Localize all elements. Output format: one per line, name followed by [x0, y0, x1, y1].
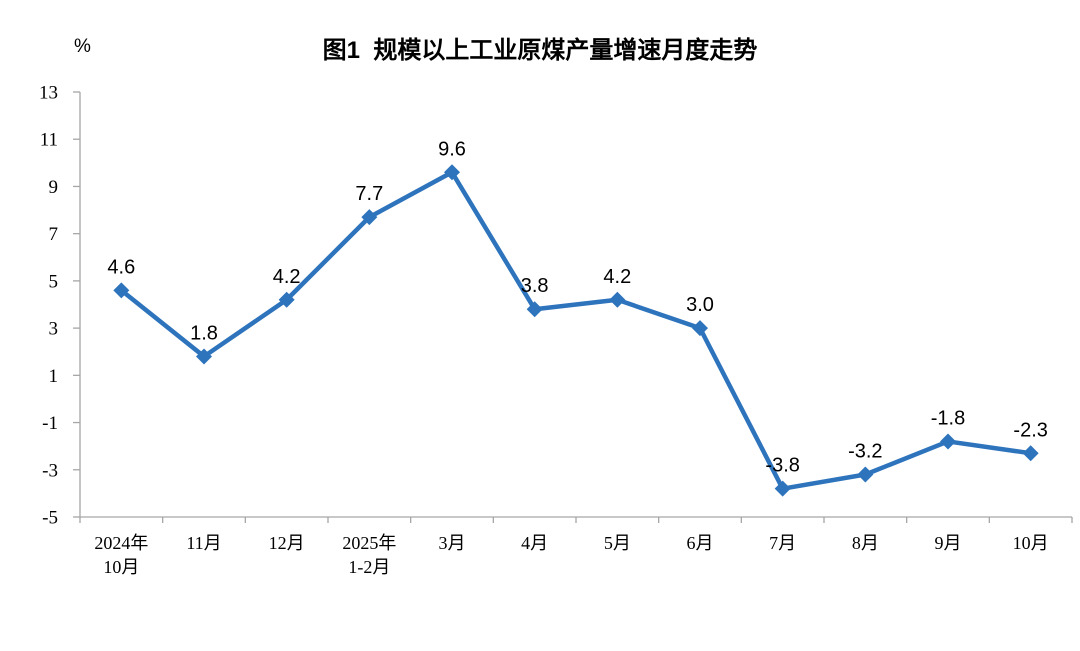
data-point-label: 7.7 — [355, 183, 383, 205]
data-point-marker — [692, 320, 708, 337]
data-point-marker — [526, 301, 543, 318]
y-tick-label: 9 — [49, 177, 59, 198]
data-point-label: -1.8 — [931, 407, 965, 429]
data-point-marker — [278, 291, 295, 308]
data-point-marker — [196, 348, 212, 365]
x-axis-label: 7月 — [769, 533, 796, 553]
x-axis-label: 4月 — [521, 533, 548, 553]
data-point-label: 4.2 — [273, 266, 301, 288]
series-line — [119, 170, 1033, 491]
y-tick-label: 3 — [49, 319, 59, 340]
x-axis-label: 9月 — [935, 533, 962, 553]
x-axis-label: 11月 — [186, 533, 221, 553]
x-axis-label: 5月 — [604, 533, 631, 553]
data-point-marker — [1022, 445, 1039, 462]
data-point-marker — [444, 164, 460, 181]
data-point-label: 4.6 — [107, 256, 135, 278]
x-axis-label: 6月 — [687, 533, 714, 553]
data-point-label: -2.3 — [1013, 419, 1047, 441]
data-point-label: -3.2 — [848, 441, 882, 463]
data-point-label: 1.8 — [190, 322, 218, 344]
y-tick-label: 5 — [49, 271, 59, 292]
data-point-marker — [940, 433, 956, 450]
chart-title: 图1 规模以上工业原煤产量增速月度走势 — [322, 37, 758, 64]
x-axis-label: 12月 — [269, 533, 305, 553]
data-point-marker — [609, 291, 626, 308]
x-axis-label: 3月 — [439, 533, 466, 553]
data-point-label: 4.2 — [603, 266, 631, 288]
x-axis-label: 10月 — [1013, 533, 1049, 553]
data-point-marker — [361, 209, 378, 226]
x-axis-label: 2025年 — [342, 533, 396, 553]
y-tick-label: 13 — [39, 83, 58, 104]
y-tick-label: 7 — [49, 224, 59, 245]
data-point-marker — [774, 480, 791, 497]
data-point-label: 3.8 — [521, 275, 549, 297]
data-point-label: -3.8 — [765, 455, 799, 477]
y-axis-unit-label: % — [74, 36, 91, 57]
data-point-marker — [857, 466, 874, 483]
x-axis-label: 8月 — [852, 533, 879, 553]
y-tick-label: -3 — [42, 460, 58, 481]
data-point-label: 3.0 — [686, 294, 714, 316]
y-tick-label: 11 — [40, 130, 58, 151]
data-point-label: 9.6 — [438, 138, 466, 160]
y-tick-label: -1 — [42, 413, 58, 434]
y-tick-label: -5 — [42, 508, 58, 529]
y-tick-label: 1 — [49, 366, 59, 387]
x-axis-label: 2024年 — [94, 533, 148, 553]
data-point-marker — [113, 282, 130, 299]
x-axis-label: 1-2月 — [348, 557, 390, 577]
x-axis-label: 10月 — [103, 557, 139, 577]
